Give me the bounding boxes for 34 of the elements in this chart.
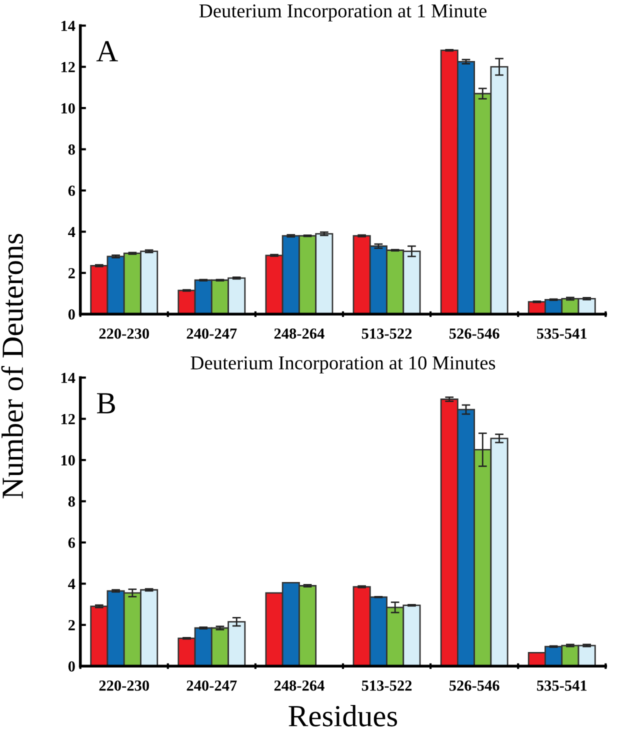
y-tick-label: 10	[61, 455, 75, 466]
x-tick-label: 513-522	[362, 680, 412, 691]
annotation: A	[96, 41, 118, 62]
x-tick-label: 248-264	[274, 680, 324, 691]
y-tick-label: 0	[68, 309, 75, 320]
x-tick-label: 240-247	[186, 680, 237, 691]
x-tick-label: 248-264	[274, 328, 324, 339]
x-tick-label: 513-522	[362, 328, 412, 339]
annotation: B	[96, 393, 115, 414]
y-tick-label: 0	[68, 661, 75, 672]
y-tick-label: 6	[68, 186, 76, 196]
y-tick-label: 8	[68, 496, 75, 507]
y-tick-label: 14	[61, 20, 76, 31]
y-tick-label: 4	[68, 578, 76, 589]
x-tick-label: 220-230	[99, 328, 149, 339]
x-tick-label: 220-230	[99, 680, 149, 691]
x-tick-label: 535-541	[537, 328, 587, 339]
y-axis-title: Number of Deuterons	[1, 234, 24, 498]
x-tick-label: 526-546	[449, 680, 500, 691]
y-tick-label: 14	[61, 372, 76, 383]
x-tick-label: 526-546	[449, 328, 500, 339]
chart-title: Deuterium Incorporation at 10 Minutes	[190, 356, 496, 374]
y-tick-label: 6	[68, 538, 76, 548]
chart-title: Deuterium Incorporation at 1 Minute	[199, 4, 486, 22]
x-tick-label: 535-541	[537, 680, 587, 691]
y-tick-label: 2	[68, 268, 75, 278]
y-tick-label: 12	[61, 62, 75, 72]
y-tick-label: 2	[68, 620, 75, 630]
y-tick-label: 4	[68, 226, 76, 237]
y-tick-label: 10	[61, 103, 75, 114]
y-tick-label: 12	[61, 414, 75, 424]
x-tick-label: 240-247	[186, 328, 237, 339]
x-axis-title: Residues	[288, 704, 398, 726]
y-tick-label: 8	[68, 144, 75, 155]
